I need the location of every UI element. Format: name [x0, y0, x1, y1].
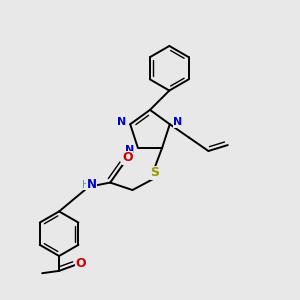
Text: S: S: [150, 166, 159, 179]
Text: N: N: [117, 117, 127, 127]
Text: N: N: [125, 145, 134, 155]
Text: H: H: [82, 180, 90, 190]
Text: O: O: [76, 257, 86, 270]
Text: O: O: [122, 152, 133, 164]
Text: N: N: [87, 178, 97, 191]
Text: N: N: [173, 118, 183, 128]
